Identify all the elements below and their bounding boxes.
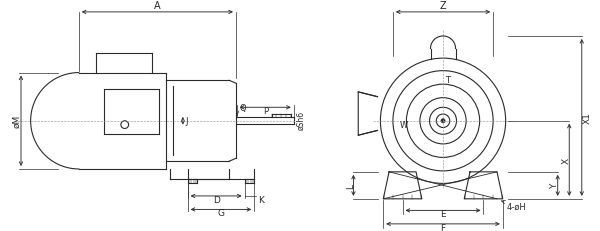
Text: X1: X1 [583,112,592,124]
Text: Q: Q [240,104,247,113]
Circle shape [441,119,445,123]
Text: 4-øH: 4-øH [501,201,526,210]
Text: øSh6: øSh6 [296,111,305,130]
Text: øM: øM [13,115,22,128]
Text: W: W [400,121,409,130]
Text: F: F [440,223,446,231]
Text: P: P [263,106,268,116]
Text: D: D [212,195,220,204]
Text: E: E [440,209,446,218]
Text: Y: Y [550,183,559,188]
Text: X: X [562,157,571,163]
Text: Z: Z [440,1,446,11]
Text: A: A [154,1,161,11]
Text: J: J [186,117,188,126]
Text: L: L [346,183,355,188]
Text: K: K [258,195,264,204]
Text: T: T [445,76,450,85]
Text: G: G [217,208,224,217]
